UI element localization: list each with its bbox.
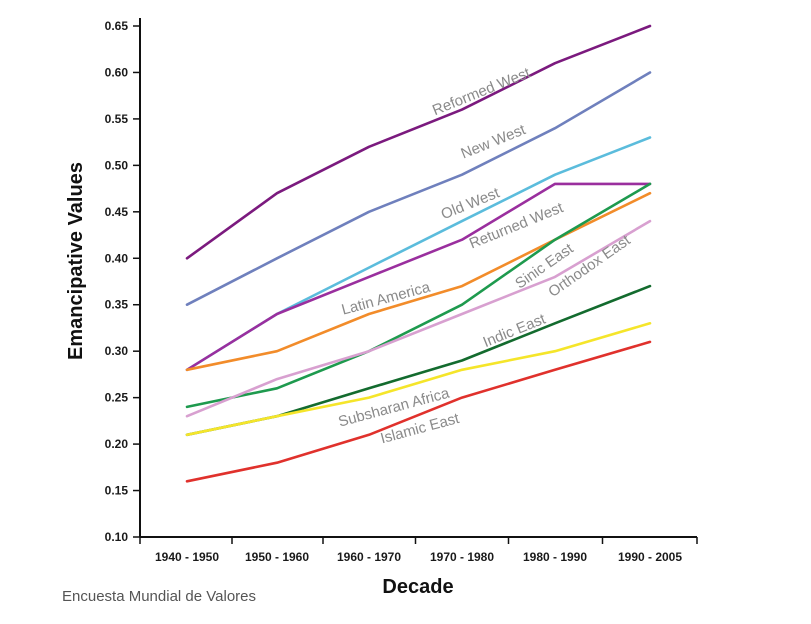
y-tick-label: 0.35 xyxy=(105,298,129,312)
x-tick-label: 1960 - 1970 xyxy=(337,550,401,564)
source-caption: Encuesta Mundial de Valores xyxy=(62,588,257,605)
y-ticks: 0.10 0.15 0.20 0.25 0.30 0.35 0.40 0.45 0.50 0.55… xyxy=(105,19,140,544)
series-line-indic-east xyxy=(185,284,652,437)
series-line-sinic-east xyxy=(185,182,652,409)
y-tick-label: 0.25 xyxy=(105,391,129,405)
y-tick-label: 0.55 xyxy=(105,112,129,126)
series-label-new-west: New West xyxy=(459,121,529,163)
y-tick-label: 0.60 xyxy=(105,65,129,79)
series-line-reformed-west xyxy=(185,24,652,260)
x-tick-label: 1940 - 1950 xyxy=(155,550,219,564)
y-tick-label: 0.45 xyxy=(105,205,129,219)
axes: 0.10 0.15 0.20 0.25 0.30 0.35 0.40 0.45 0.50 0.55… xyxy=(105,18,698,564)
y-tick-label: 0.50 xyxy=(105,158,129,172)
series-line-old-west xyxy=(185,136,652,372)
y-tick-label: 0.10 xyxy=(105,530,129,544)
x-tick-label: 1970 - 1980 xyxy=(430,550,494,564)
series-lines xyxy=(185,24,652,483)
x-tick-label: 1980 - 1990 xyxy=(523,550,587,564)
series-line-latin-america xyxy=(185,191,652,372)
series-line-islamic-east xyxy=(185,340,652,483)
series-line-subsharan-africa xyxy=(185,321,652,437)
series-line-returned-west xyxy=(185,182,652,372)
y-tick-label: 0.20 xyxy=(105,437,129,451)
series-label-latin-america: Latin America xyxy=(340,279,433,319)
y-tick-label: 0.15 xyxy=(105,484,129,498)
series-label-reformed-west: Reformed West xyxy=(430,64,533,119)
y-axis-title: Emancipative Values xyxy=(65,162,87,360)
x-tick-label: 1950 - 1960 xyxy=(245,550,309,564)
series-line-new-west xyxy=(185,71,652,307)
x-ticks: 1940 - 1950 1950 - 1960 1960 - 1970 1970 - … xyxy=(139,537,698,564)
x-tick-label: 1990 - 2005 xyxy=(618,550,682,564)
x-axis-title: Decade xyxy=(382,576,453,598)
y-tick-label: 0.65 xyxy=(105,19,129,33)
series-line-orthodox-east xyxy=(185,219,652,418)
y-tick-label: 0.40 xyxy=(105,251,129,265)
y-tick-label: 0.30 xyxy=(105,344,129,358)
